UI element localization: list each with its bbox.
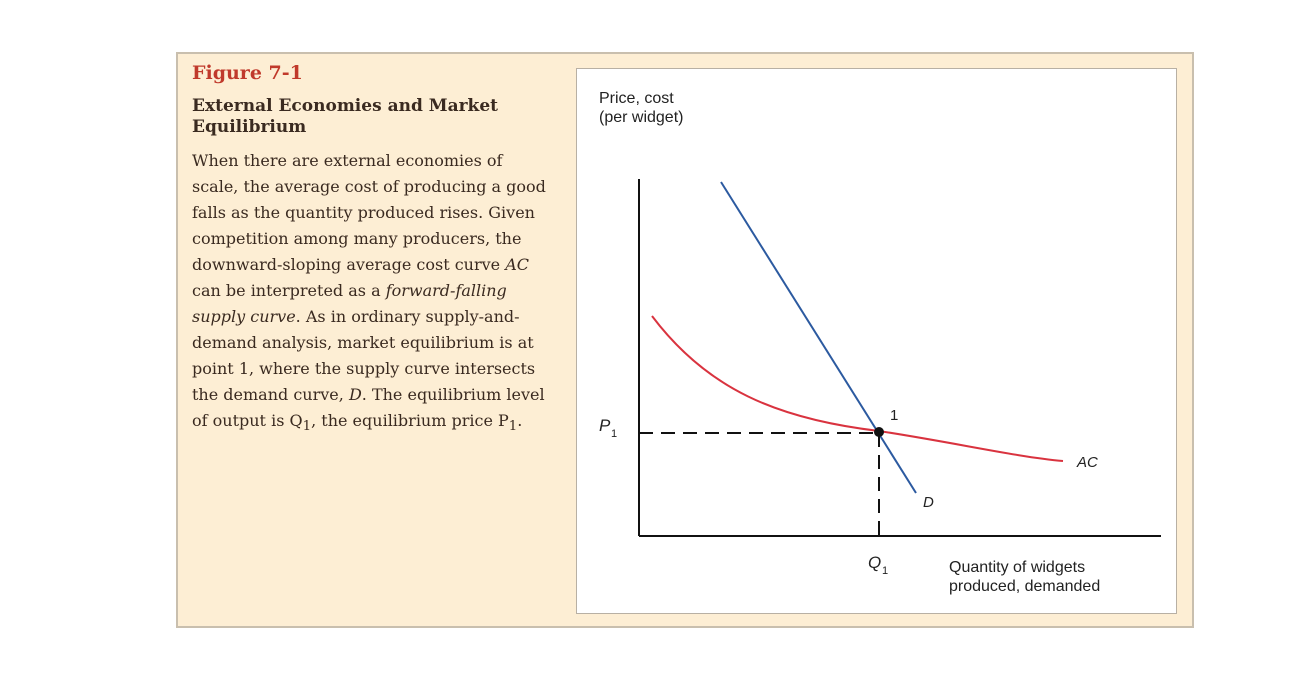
equilibrium-point-label: 1 [890, 407, 898, 424]
desc-italic-d: D [348, 385, 362, 404]
desc-part: , the equilibrium price P [311, 411, 509, 430]
desc-part: can be interpreted as a [192, 281, 386, 300]
desc-part: . [517, 411, 523, 430]
y-axis-label-line1: Price, cost [599, 90, 674, 107]
demand-curve-label: D [923, 494, 934, 511]
desc-sub-q: 1 [302, 419, 312, 435]
y-axis-label-line2: (per widget) [599, 109, 683, 126]
plot-panel: Price, cost (per widget) 1 P 1 Q 1 AC D [576, 68, 1177, 614]
economics-diagram: Price, cost (per widget) 1 P 1 Q 1 AC D [599, 90, 1161, 595]
desc-part: . As in ordinary supply-and-demand analy… [192, 307, 536, 404]
desc-part: . The equilibrium level of output is Q [192, 385, 545, 430]
desc-italic-supply: forward-falling supply curve [192, 281, 507, 326]
x-axis-label-line1: Quantity of widgets [949, 559, 1085, 576]
price-subscript: 1 [611, 428, 617, 440]
figure-title: External Economies and Market Equilibriu… [192, 96, 498, 137]
x-axis-label-line2: produced, demanded [949, 578, 1100, 595]
demand-curve [720, 181, 917, 494]
price-label: P [599, 416, 611, 435]
figure-caption: Figure 7-1 External Economies and Market… [192, 62, 562, 440]
desc-sub-p: 1 [508, 419, 518, 435]
figure-box: Figure 7-1 External Economies and Market… [176, 52, 1194, 628]
desc-italic-ac: AC [505, 255, 530, 274]
figure-number: Figure 7-1 [192, 62, 303, 84]
quantity-subscript: 1 [882, 565, 888, 577]
quantity-label: Q [868, 553, 881, 572]
figure-description: When there are external economies of sca… [192, 148, 548, 440]
desc-part: When there are external economies of sca… [192, 151, 546, 274]
equilibrium-point [874, 427, 884, 437]
ac-curve [651, 315, 1064, 462]
ac-curve-label: AC [1076, 454, 1098, 471]
